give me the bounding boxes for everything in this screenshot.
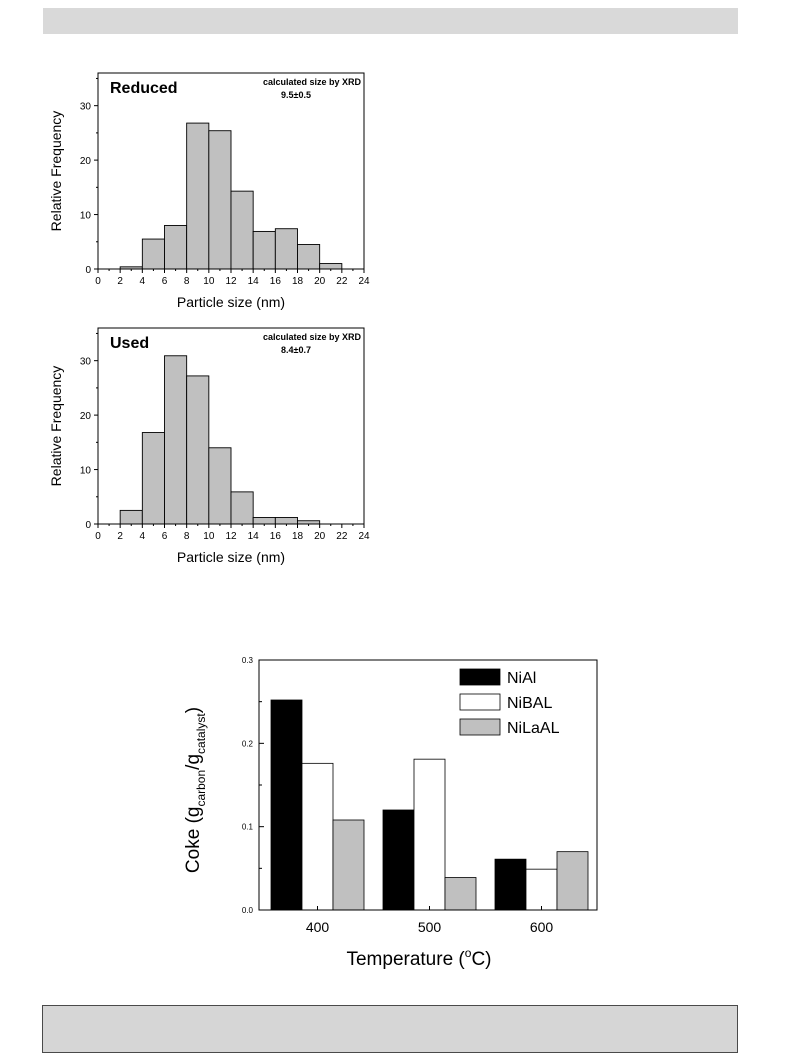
y-axis-label: Relative Frequency	[48, 366, 64, 487]
y-tick-label: 20	[80, 156, 92, 167]
x-tick-label: 2	[117, 276, 123, 287]
x-tick-label: 6	[162, 531, 168, 542]
x-tick-label: 20	[314, 531, 326, 542]
histogram-bar	[230, 190, 254, 270]
x-tick-label: 12	[225, 276, 237, 287]
y-tick-label: 0	[85, 520, 91, 531]
x-tick-label: 8	[184, 531, 190, 542]
x-tick-label: 14	[248, 531, 260, 542]
histogram-bar	[141, 432, 165, 525]
y-tick-label: 0.0	[242, 906, 254, 915]
histogram-bar	[274, 517, 298, 525]
annotation-line2: 9.5±0.5	[281, 90, 311, 100]
y-tick-label: 20	[80, 411, 92, 422]
x-tick-label: 10	[203, 276, 215, 287]
x-tick-label: 16	[270, 531, 282, 542]
coke-bar-chart: 400 500 600 0.0 0.1 0.2 0.3 NiAl NiBAL NiLaAL Temp…	[183, 656, 598, 970]
histogram-bar	[208, 130, 232, 270]
histogram-bar	[319, 263, 343, 270]
legend-swatch-nial	[459, 668, 501, 686]
panel-label: Used	[110, 335, 149, 352]
y-tick-label: 0.2	[242, 739, 254, 748]
bar-nilaal-600	[556, 851, 589, 911]
x-tick-label: 400	[306, 919, 330, 935]
legend-swatch-nilaal	[459, 718, 501, 736]
x-tick-label: 0	[95, 531, 101, 542]
y-axis-label: Relative Frequency	[48, 111, 64, 232]
x-tick-label: 24	[358, 531, 370, 542]
legend-swatch-nibal	[459, 693, 501, 711]
histogram-bar	[164, 355, 188, 525]
legend-label-nial: NiAl	[507, 670, 536, 687]
y-tick-label: 30	[80, 357, 92, 368]
bar-nibal-500	[413, 758, 446, 911]
x-tick-label: 4	[140, 531, 146, 542]
y-tick-label: 10	[80, 466, 92, 477]
x-tick-label: 16	[270, 276, 282, 287]
bar-nibal-400	[301, 762, 334, 911]
histogram-bar	[274, 228, 298, 270]
x-tick-label: 24	[358, 276, 370, 287]
y-tick-label: 0.3	[242, 656, 254, 665]
x-tick-label: 14	[248, 276, 260, 287]
footer-bar	[42, 1005, 738, 1053]
legend-label-nibal: NiBAL	[507, 695, 552, 712]
x-tick-label: 22	[336, 276, 348, 287]
bar-nial-500	[382, 809, 415, 911]
histogram-bar	[252, 230, 276, 270]
bar-nial-600	[494, 858, 527, 911]
legend-label-nilaal: NiLaAL	[507, 720, 560, 737]
y-tick-label: 30	[80, 102, 92, 113]
bar-nilaal-400	[332, 819, 365, 911]
x-tick-label: 10	[203, 531, 215, 542]
bar-nibal-600	[525, 868, 558, 911]
annotation-line1: calculated size by XRD	[263, 332, 362, 342]
x-tick-label: 12	[225, 531, 237, 542]
x-axis-label: Particle size (nm)	[177, 294, 285, 310]
x-tick-label: 0	[95, 276, 101, 287]
histogram-bar	[119, 509, 143, 525]
annotation-line2: 8.4±0.7	[281, 345, 311, 355]
x-tick-label: 6	[162, 276, 168, 287]
panel-label: Reduced	[110, 80, 178, 97]
histogram-bar	[186, 122, 210, 270]
x-tick-label: 500	[418, 919, 442, 935]
y-axis-label: Coke (gcarbon/gcatalyst)	[183, 707, 208, 873]
bar-nial-400	[270, 699, 303, 911]
bar-nilaal-500	[444, 877, 477, 911]
y-tick-label: 0	[85, 265, 91, 276]
x-tick-label: 2	[117, 531, 123, 542]
histogram-bar	[186, 375, 210, 525]
histogram-bar	[164, 224, 188, 270]
x-tick-label: 20	[314, 276, 326, 287]
histogram-bar	[208, 447, 232, 525]
x-tick-label: 600	[530, 919, 554, 935]
x-tick-label: 8	[184, 276, 190, 287]
histogram-bar	[141, 238, 165, 270]
x-tick-label: 18	[292, 531, 304, 542]
y-tick-label: 10	[80, 211, 92, 222]
x-tick-label: 4	[140, 276, 146, 287]
histogram-bar	[230, 491, 254, 525]
histogram-bar	[297, 244, 321, 270]
y-tick-label: 0.1	[242, 823, 254, 832]
x-axis-label: Particle size (nm)	[177, 549, 285, 565]
x-tick-label: 22	[336, 531, 348, 542]
histogram-bar	[252, 517, 276, 525]
x-axis-label: Temperature (oC)	[346, 946, 491, 970]
header-bar	[43, 8, 738, 34]
annotation-line1: calculated size by XRD	[263, 77, 362, 87]
x-tick-label: 18	[292, 276, 304, 287]
